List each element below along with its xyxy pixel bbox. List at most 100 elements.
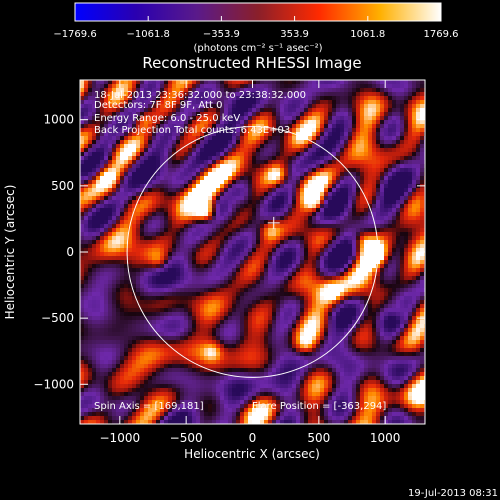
heatmap-cell: [140, 124, 144, 128]
heatmap-cell: [272, 92, 276, 96]
heatmap-cell: [196, 300, 200, 304]
heatmap-cell: [200, 128, 204, 132]
heatmap-cell: [248, 108, 252, 112]
heatmap-cell: [300, 232, 304, 236]
heatmap-cell: [224, 172, 228, 176]
heatmap-cell: [144, 280, 148, 284]
heatmap-cell: [96, 212, 100, 216]
heatmap-cell: [400, 268, 404, 272]
heatmap-cell: [420, 292, 424, 296]
heatmap-cell: [184, 184, 188, 188]
heatmap-cell: [248, 112, 252, 116]
heatmap-cell: [336, 196, 340, 200]
heatmap-cell: [92, 128, 96, 132]
heatmap-cell: [200, 300, 204, 304]
heatmap-cell: [308, 272, 312, 276]
heatmap-cell: [124, 92, 128, 96]
heatmap-cell: [244, 88, 248, 92]
heatmap-cell: [244, 144, 248, 148]
heatmap-cell: [240, 132, 244, 136]
heatmap-cell: [192, 252, 196, 256]
heatmap-cell: [164, 292, 168, 296]
heatmap-cell: [192, 152, 196, 156]
heatmap-cell: [252, 180, 256, 184]
heatmap-cell: [232, 188, 236, 192]
heatmap-cell: [416, 244, 420, 248]
heatmap-cell: [204, 184, 208, 188]
heatmap-cell: [332, 284, 336, 288]
heatmap-cell: [168, 200, 172, 204]
heatmap-cell: [324, 104, 328, 108]
heatmap-cell: [308, 276, 312, 280]
heatmap-cell: [408, 256, 412, 260]
heatmap-cell: [240, 120, 244, 124]
heatmap-cell: [328, 112, 332, 116]
heatmap-cell: [348, 264, 352, 268]
heatmap-cell: [152, 252, 156, 256]
heatmap-cell: [92, 80, 96, 84]
heatmap-cell: [320, 268, 324, 272]
heatmap-cell: [256, 284, 260, 288]
heatmap-cell: [404, 156, 408, 160]
heatmap-cell: [104, 252, 108, 256]
heatmap-cell: [140, 212, 144, 216]
heatmap-cell: [80, 264, 84, 268]
heatmap-cell: [188, 304, 192, 308]
heatmap-cell: [348, 256, 352, 260]
heatmap-cell: [160, 144, 164, 148]
heatmap-cell: [188, 208, 192, 212]
heatmap-cell: [416, 140, 420, 144]
heatmap-cell: [172, 288, 176, 292]
heatmap-cell: [144, 124, 148, 128]
heatmap-cell: [300, 136, 304, 140]
heatmap-cell: [404, 92, 408, 96]
heatmap-cell: [404, 256, 408, 260]
heatmap-cell: [324, 116, 328, 120]
heatmap-cell: [132, 100, 136, 104]
heatmap-cell: [184, 112, 188, 116]
heatmap-cell: [116, 96, 120, 100]
heatmap-cell: [128, 300, 132, 304]
heatmap-cell: [132, 196, 136, 200]
heatmap-cell: [232, 160, 236, 164]
heatmap-cell: [336, 260, 340, 264]
heatmap-cell: [348, 300, 352, 304]
heatmap-cell: [240, 296, 244, 300]
heatmap-cell: [232, 208, 236, 212]
heatmap-cell: [204, 180, 208, 184]
heatmap-cell: [104, 124, 108, 128]
heatmap-cell: [256, 148, 260, 152]
heatmap-cell: [224, 248, 228, 252]
heatmap-cell: [156, 148, 160, 152]
heatmap-cell: [312, 268, 316, 272]
heatmap-cell: [224, 192, 228, 196]
heatmap-cell: [384, 156, 388, 160]
heatmap-cell: [404, 220, 408, 224]
heatmap-cell: [260, 108, 264, 112]
heatmap-cell: [236, 268, 240, 272]
heatmap-cell: [288, 200, 292, 204]
heatmap-cell: [136, 296, 140, 300]
heatmap-cell: [252, 132, 256, 136]
heatmap-cell: [320, 124, 324, 128]
heatmap-cell: [176, 280, 180, 284]
heatmap-cell: [272, 148, 276, 152]
heatmap-cell: [112, 268, 116, 272]
heatmap-cell: [268, 128, 272, 132]
heatmap-cell: [264, 288, 268, 292]
heatmap-cell: [216, 96, 220, 100]
heatmap-cell: [220, 152, 224, 156]
heatmap-cell: [188, 84, 192, 88]
heatmap-cell: [80, 88, 84, 92]
heatmap-cell: [184, 116, 188, 120]
heatmap-cell: [116, 104, 120, 108]
heatmap-cell: [184, 172, 188, 176]
heatmap-cell: [112, 84, 116, 88]
heatmap-cell: [216, 124, 220, 128]
heatmap-cell: [172, 240, 176, 244]
heatmap-cell: [400, 288, 404, 292]
heatmap-cell: [116, 144, 120, 148]
heatmap-cell: [92, 268, 96, 272]
heatmap-cell: [408, 220, 412, 224]
heatmap-cell: [392, 224, 396, 228]
